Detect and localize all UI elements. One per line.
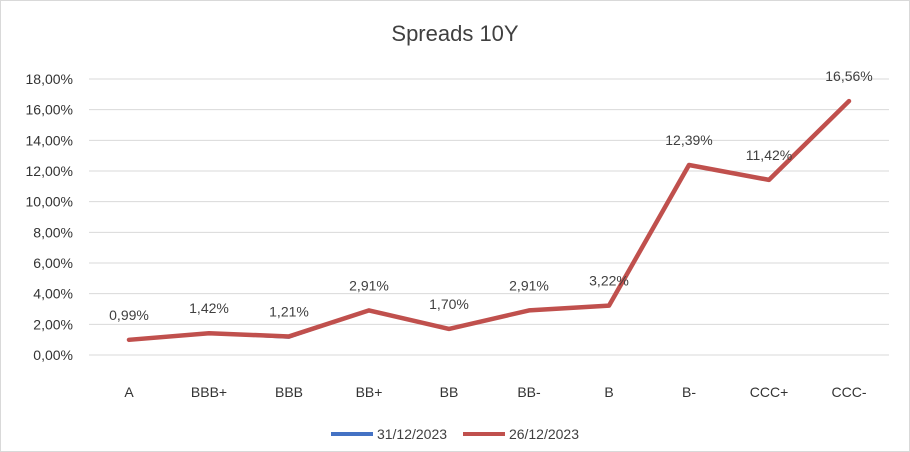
data-label: 16,56% xyxy=(825,68,872,84)
legend-label-series-2: 26/12/2023 xyxy=(508,426,580,442)
x-tick-label: BB xyxy=(440,384,459,400)
data-label: 1,21% xyxy=(269,303,309,319)
x-tick-label: BB+ xyxy=(356,384,383,400)
x-tick-label: CCC- xyxy=(832,384,867,400)
y-tick-label: 2,00% xyxy=(33,316,73,332)
y-tick-label: 0,00% xyxy=(33,347,73,363)
data-label: 1,70% xyxy=(429,296,469,312)
x-tick-label: B xyxy=(604,384,613,400)
legend-label-series-1: 31/12/2023 xyxy=(376,426,448,442)
data-label: 1,42% xyxy=(189,300,229,316)
x-tick-label: B- xyxy=(682,384,696,400)
x-tick-label: CCC+ xyxy=(750,384,789,400)
data-label: 2,91% xyxy=(509,277,549,293)
y-axis-ticks: 0,00% 2,00% 4,00% 6,00% 8,00% 10,00% 12,00% 14,… xyxy=(26,71,73,363)
legend-item-series-1: 31/12/2023 xyxy=(330,426,448,442)
y-tick-label: 8,00% xyxy=(33,224,73,240)
y-tick-label: 10,00% xyxy=(26,194,73,210)
data-label: 3,22% xyxy=(589,273,629,289)
series-lines xyxy=(126,98,852,343)
x-axis-ticks: A BBB+ BBB BB+ BB BB- B B- CCC+ CCC- xyxy=(124,384,867,400)
data-label: 11,42% xyxy=(746,147,792,163)
legend: 31/12/2023 26/12/2023 xyxy=(1,423,909,442)
y-tick-label: 14,00% xyxy=(26,132,73,148)
data-label: 2,91% xyxy=(349,277,389,293)
data-label: 0,99% xyxy=(109,307,149,323)
y-tick-label: 12,00% xyxy=(26,163,73,179)
x-tick-label: BBB xyxy=(275,384,303,400)
chart-title: Spreads 10Y xyxy=(391,21,519,46)
y-tick-label: 16,00% xyxy=(26,102,73,118)
legend-swatch-series-1 xyxy=(330,432,373,436)
x-tick-label: BB- xyxy=(517,384,541,400)
legend-swatch-series-2 xyxy=(462,432,505,436)
legend-item-series-2: 26/12/2023 xyxy=(462,426,580,442)
gridlines xyxy=(89,78,889,356)
y-tick-label: 18,00% xyxy=(26,71,73,87)
data-label: 12,39% xyxy=(665,132,712,148)
data-labels: 0,99% 1,42% 1,21% 2,91% 1,70% 2,91% 3,22% 12,39… xyxy=(109,68,873,323)
x-tick-label: BBB+ xyxy=(191,384,227,400)
series-line-1 xyxy=(127,99,851,342)
y-tick-label: 4,00% xyxy=(33,286,73,302)
y-tick-label: 6,00% xyxy=(33,255,73,271)
series-line-2 xyxy=(126,98,852,343)
x-tick-label: A xyxy=(124,384,134,400)
